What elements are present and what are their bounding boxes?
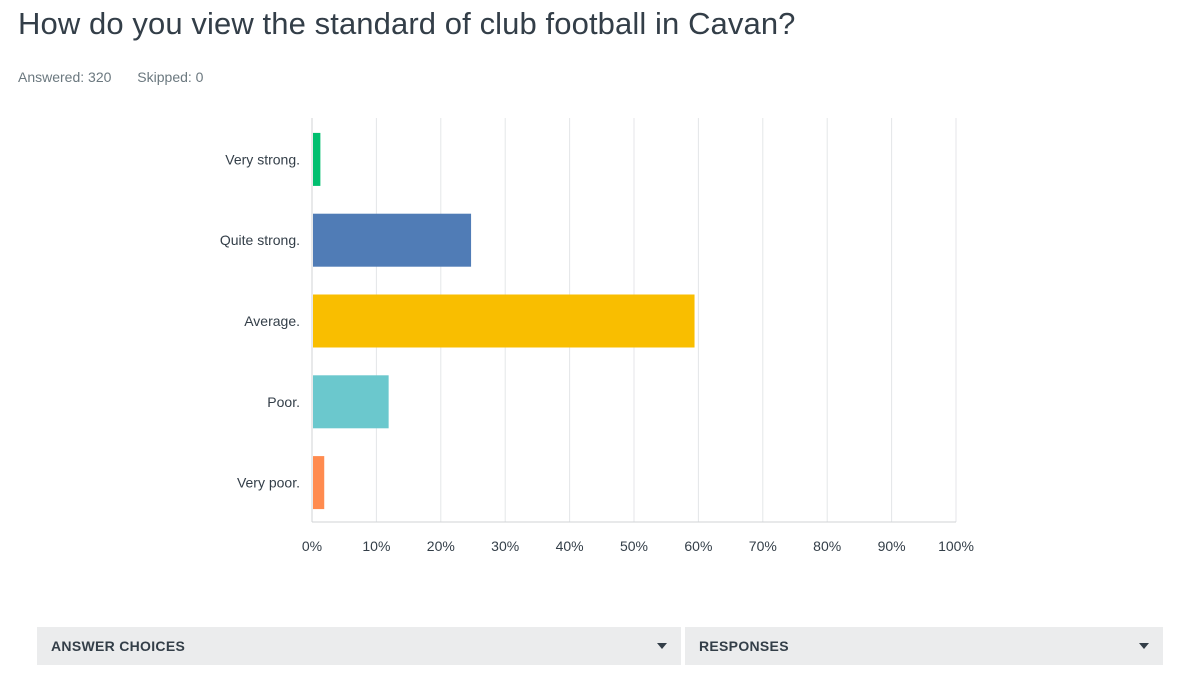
x-tick-label: 10% [362, 538, 390, 554]
x-tick-label: 50% [620, 538, 648, 554]
bar-chart: 0% 10% 20% 30% 40% 50% 60% 70% 80% 90% 100% Very st… [220, 118, 974, 554]
bar [313, 375, 389, 429]
bar [313, 132, 321, 186]
question-title: How do you view the standard of club foo… [18, 6, 796, 41]
caret-down-icon[interactable] [657, 643, 667, 649]
x-tick-label: 80% [813, 538, 841, 554]
responses-header[interactable]: RESPONSES [685, 627, 1163, 665]
response-stats: Answered: 320 Skipped: 0 [18, 69, 225, 85]
category-label: Very strong. [225, 151, 300, 167]
category-label: Average. [244, 313, 300, 329]
category-label: Very poor. [237, 475, 300, 491]
responses-label: RESPONSES [699, 638, 789, 654]
caret-down-icon[interactable] [1139, 643, 1149, 649]
x-tick-label: 20% [427, 538, 455, 554]
answered-count: Answered: 320 [18, 69, 112, 85]
x-tick-label: 0% [302, 538, 322, 554]
category-label: Quite strong. [220, 232, 300, 248]
answer-choices-header[interactable]: ANSWER CHOICES [37, 627, 681, 665]
bar [313, 294, 695, 348]
x-tick-label: 30% [491, 538, 519, 554]
category-label: Poor. [267, 394, 300, 410]
x-tick-label: 100% [938, 538, 974, 554]
answer-choices-label: ANSWER CHOICES [51, 638, 186, 654]
skipped-count: Skipped: 0 [137, 69, 204, 85]
x-tick-label: 60% [684, 538, 712, 554]
x-tick-label: 40% [556, 538, 584, 554]
x-tick-label: 90% [878, 538, 906, 554]
x-tick-label: 70% [749, 538, 777, 554]
bar [313, 213, 472, 267]
bar [313, 456, 325, 510]
